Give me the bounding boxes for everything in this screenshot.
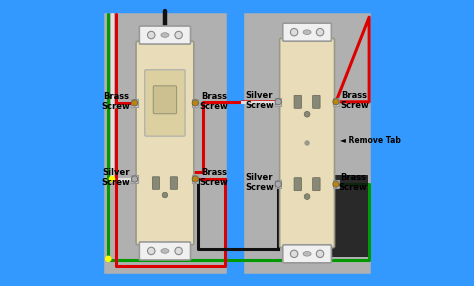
FancyBboxPatch shape [152,177,160,189]
FancyBboxPatch shape [170,177,178,189]
Text: Brass
Screw: Brass Screw [339,173,367,192]
Circle shape [305,141,309,145]
Bar [192,99,199,107]
FancyBboxPatch shape [283,245,331,263]
Circle shape [291,250,298,257]
Circle shape [192,100,199,106]
FancyBboxPatch shape [153,86,176,114]
Text: Brass
Screw: Brass Screw [200,92,228,111]
Circle shape [275,99,282,105]
FancyBboxPatch shape [294,178,301,191]
Bar [102,11,228,275]
Bar [333,98,339,106]
Text: Brass
Screw: Brass Screw [200,168,228,187]
Circle shape [131,176,138,182]
Circle shape [106,256,111,261]
FancyBboxPatch shape [145,70,185,136]
Bar [242,11,372,275]
Bar [131,175,138,183]
Bar [131,99,138,107]
FancyBboxPatch shape [313,178,320,191]
Ellipse shape [161,33,169,37]
Text: ◄ Remove Tab: ◄ Remove Tab [340,136,401,145]
Ellipse shape [303,252,311,256]
FancyBboxPatch shape [136,41,194,245]
FancyBboxPatch shape [280,38,335,248]
Circle shape [304,194,310,199]
Circle shape [316,250,324,257]
FancyBboxPatch shape [139,26,191,44]
Circle shape [147,247,155,255]
Circle shape [333,181,339,187]
Circle shape [131,100,138,106]
Ellipse shape [161,249,169,253]
Bar [333,180,339,188]
FancyBboxPatch shape [294,95,301,108]
Text: Silver
Screw: Silver Screw [101,168,130,187]
Circle shape [304,111,310,117]
Circle shape [109,176,115,182]
Circle shape [192,176,199,182]
Bar [275,98,282,106]
FancyBboxPatch shape [283,23,331,41]
Circle shape [275,181,282,187]
Ellipse shape [303,30,311,35]
Circle shape [316,29,324,36]
Text: Silver
Screw: Silver Screw [245,173,274,192]
Text: Silver
Screw: Silver Screw [245,91,274,110]
Bar [331,175,368,257]
Circle shape [333,99,339,105]
Circle shape [162,192,168,198]
Circle shape [147,31,155,39]
Circle shape [175,31,182,39]
Bar [275,180,282,188]
FancyBboxPatch shape [313,95,320,108]
Text: Brass
Screw: Brass Screw [101,92,130,111]
Circle shape [291,29,298,36]
FancyBboxPatch shape [139,242,191,260]
Bar [192,175,199,183]
Circle shape [175,247,182,255]
Text: Brass
Screw: Brass Screw [340,91,369,110]
